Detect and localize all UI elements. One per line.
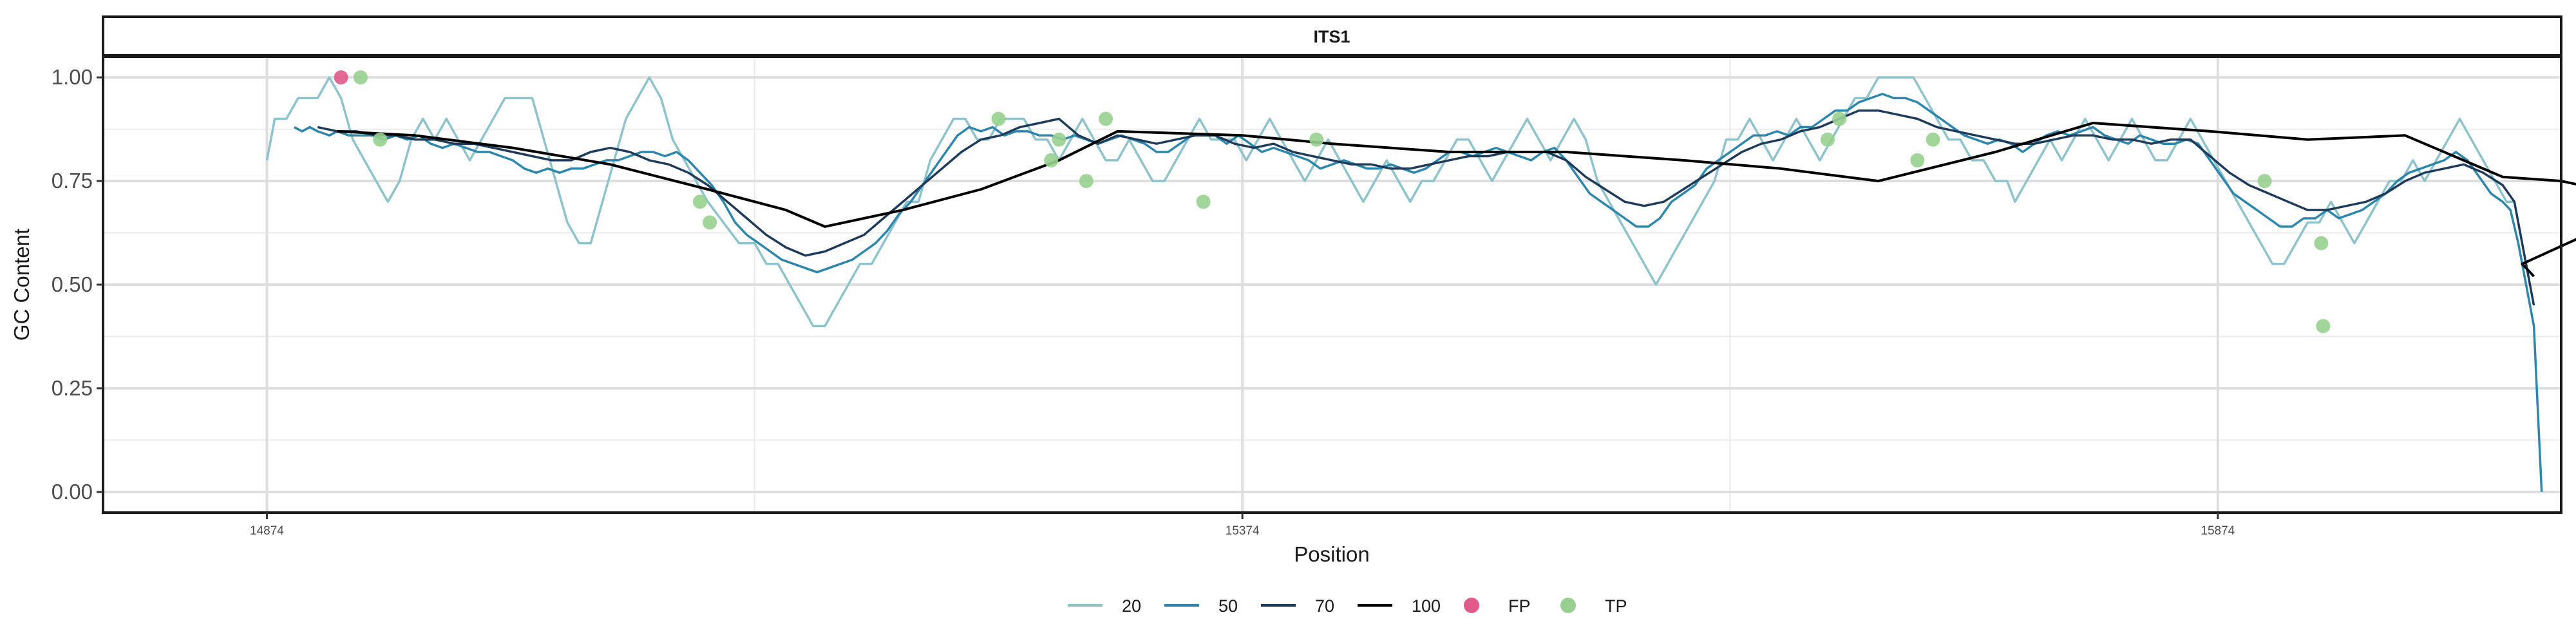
legend: 20 50 70 100 FP TP [1068,596,1627,616]
point-tp [1196,194,1211,209]
point-tp [373,132,388,147]
grid-lines [103,57,2561,513]
y-tick-label: 0.50 [52,272,93,296]
legend-label: FP [1508,596,1531,616]
point-tp [1820,132,1835,147]
series-line-70 [317,109,2535,306]
series-lines [265,76,2576,492]
point-tp [2257,174,2272,189]
legend-label: 50 [1218,596,1238,616]
series-line-100 [337,122,2576,278]
point-tp [1309,132,1324,147]
point-tp [1099,111,1113,126]
legend-key-tp [1560,598,1576,613]
plot-panel [102,55,2576,514]
legend-label: 70 [1315,596,1334,616]
point-tp [692,194,707,209]
y-axis-title: GC Content [10,229,33,341]
point-tp [353,70,368,85]
legend-label: 20 [1122,596,1141,616]
facet-strip: ITS1 [102,15,2562,57]
y-tick-label: 0.00 [52,480,93,504]
legend-label: TP [1605,596,1627,616]
y-tick-label: 0.75 [52,169,93,193]
point-tp [1079,174,1094,189]
point-tp [2316,319,2331,334]
point-tp [2314,236,2329,251]
y-axis: 0.00 0.25 0.50 0.75 1.00 [52,65,103,504]
point-fp [334,70,348,85]
point-tp [1044,153,1059,167]
point-tp [1910,153,1925,167]
x-tick-label: 15374 [1226,524,1260,538]
facet-strip-label: ITS1 [1313,27,1350,46]
classification-points [334,70,2331,334]
legend-label: 100 [1412,596,1441,616]
point-tp [1926,132,1940,147]
y-tick-label: 0.25 [52,376,93,400]
legend-key-fp [1464,598,1479,613]
x-tick-label: 14874 [250,524,284,538]
x-tick-label: 15874 [2201,524,2235,538]
series-line-20 [265,76,2524,328]
point-tp [1832,111,1847,126]
point-tp [703,215,717,230]
x-axis-title: Position [1294,542,1369,566]
x-axis: 14874 15374 15874 [250,513,2235,538]
point-tp [1052,132,1066,147]
y-tick-label: 1.00 [52,65,93,89]
point-tp [991,111,1006,126]
